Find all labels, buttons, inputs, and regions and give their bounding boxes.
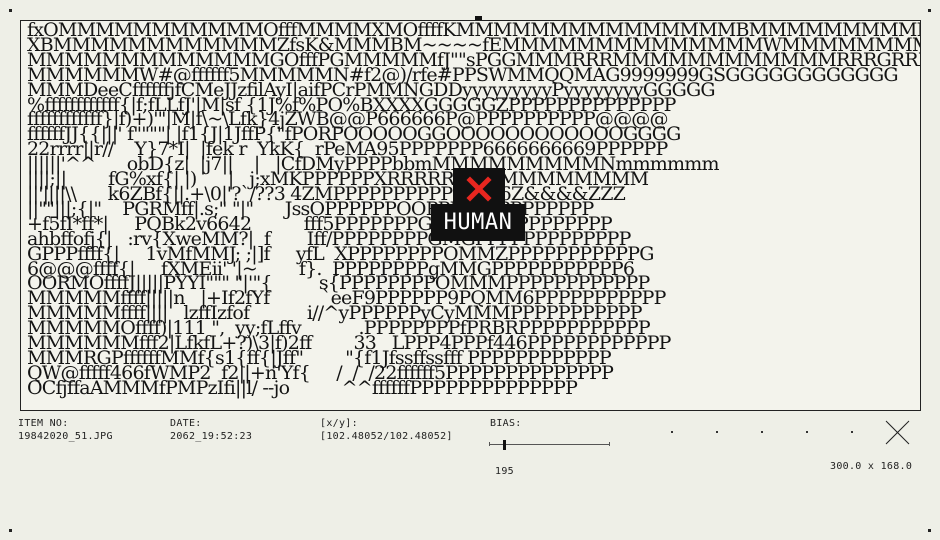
dot-5 xyxy=(851,431,853,433)
bias-slider-tick-start xyxy=(489,442,490,446)
corner-mark-bottom-left xyxy=(9,529,12,532)
xy-label: [x/y]: xyxy=(320,418,358,429)
date-value: 2062_19:52:23 xyxy=(170,431,253,442)
bias-label: BIAS: xyxy=(490,418,522,429)
bias-slider-track xyxy=(489,444,610,445)
corner-mark-top-right xyxy=(928,9,931,12)
dot-2 xyxy=(716,431,718,433)
dot-1 xyxy=(671,431,673,433)
corner-mark-bottom-right xyxy=(928,529,931,532)
item-no-value: 19842020_51.JPG xyxy=(18,431,113,442)
ascii-image-frame: fxOMMMMMMMMMMMOfffMMMMXMOffffKMMMMMMMMMM… xyxy=(20,20,921,411)
human-label: HUMAN xyxy=(431,204,525,241)
bias-slider[interactable] xyxy=(489,440,610,450)
ascii-art-image: fxOMMMMMMMMMMMOfffMMMMXMOffffKMMMMMMMMMM… xyxy=(27,20,921,399)
human-detection-overlay[interactable]: HUMAN xyxy=(431,168,525,241)
dot-3 xyxy=(761,431,763,433)
corner-mark-top-left xyxy=(9,9,12,12)
bias-value: 195 xyxy=(495,466,514,477)
dot-4 xyxy=(806,431,808,433)
item-no-label: ITEM NO: xyxy=(18,418,69,429)
close-x-icon xyxy=(466,176,492,202)
top-marker xyxy=(475,16,482,23)
bias-slider-thumb[interactable] xyxy=(503,440,506,450)
xy-value: [102.48052/102.48052] xyxy=(320,431,453,442)
date-label: DATE: xyxy=(170,418,202,429)
cross-icon[interactable] xyxy=(885,420,910,445)
close-button[interactable] xyxy=(453,168,505,210)
bias-slider-tick-end xyxy=(609,442,610,446)
image-size-value: 300.0 x 168.0 xyxy=(830,461,913,472)
